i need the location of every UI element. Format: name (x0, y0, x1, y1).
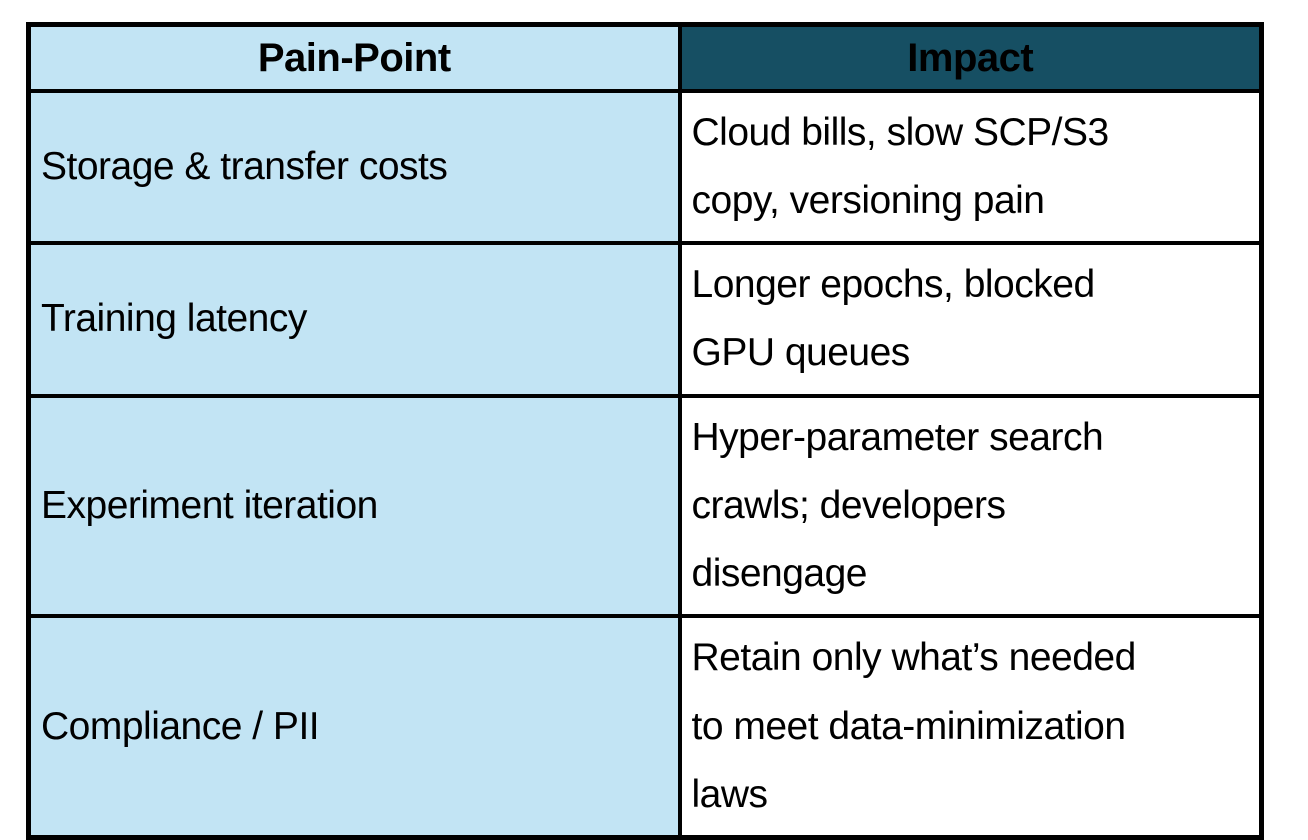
table-row: Compliance / PII Retain only what’s need… (26, 614, 1264, 840)
table-row: Training latency Longer epochs, blocked … (26, 241, 1264, 398)
pain-point-cell: Experiment iteration (26, 393, 682, 619)
header-cell-impact: Impact (677, 22, 1264, 93)
impact-cell: Retain only what’s needed to meet data-m… (677, 614, 1264, 840)
pain-point-cell: Compliance / PII (26, 614, 682, 840)
impact-cell: Hyper-parameter search crawls; developer… (677, 393, 1264, 619)
pain-point-cell: Training latency (26, 241, 682, 398)
impact-cell: Cloud bills, slow SCP/S3 copy, versionin… (677, 88, 1264, 245)
header-row: Pain-Point Impact (26, 22, 1264, 93)
pain-point-impact-table: Pain-Point Impact Storage & transfer cos… (26, 22, 1264, 840)
header-cell-pain-point: Pain-Point (26, 22, 682, 93)
table-row: Storage & transfer costs Cloud bills, sl… (26, 88, 1264, 245)
table-row: Experiment iteration Hyper-parameter sea… (26, 393, 1264, 619)
pain-point-cell: Storage & transfer costs (26, 88, 682, 245)
impact-cell: Longer epochs, blocked GPU queues (677, 241, 1264, 398)
